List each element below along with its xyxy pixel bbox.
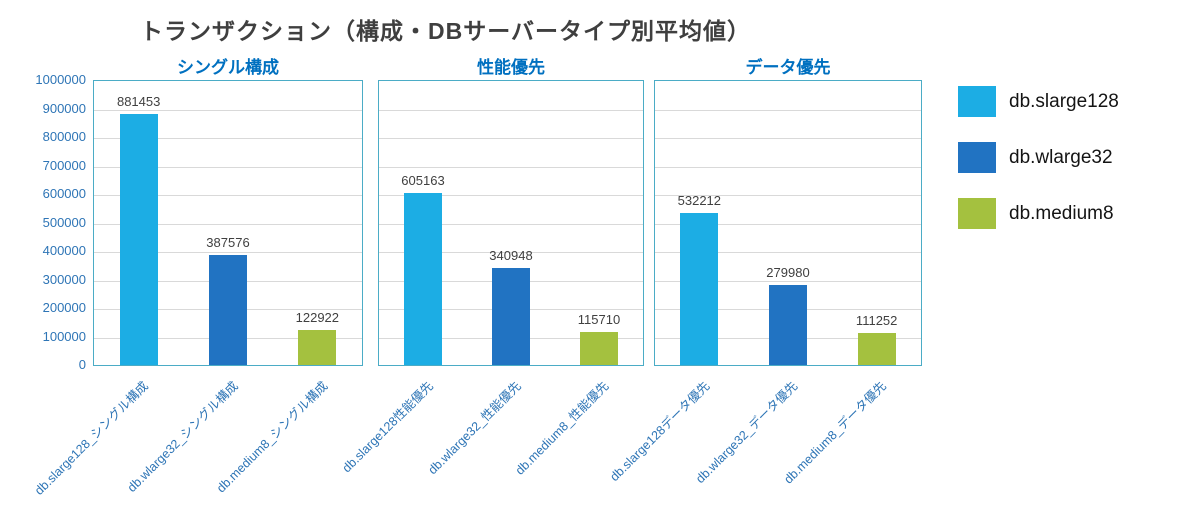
y-axis-tick-label: 500000 [42, 214, 86, 230]
y-axis-tick-label: 400000 [42, 243, 86, 258]
legend-item-db-medium8: db.medium8 [958, 198, 1119, 229]
panel-single-config: シングル構成 881453 db.slarge128_シングル構成 387576 db… [32, 58, 363, 498]
y-axis-tick-label: 0 [78, 357, 86, 372]
gridline [94, 252, 362, 253]
y-axis-tick-label: 800000 [42, 129, 86, 144]
bar-db.wlarge32 [769, 285, 807, 365]
x-axis-category-label: db.medium8_性能優先 [512, 378, 612, 478]
plot-area-data-priority: 532212 db.slarge128データ優先 279980 db.wlarge32… [607, 81, 921, 486]
panel-data-priority: データ優先 532212 db.slarge128データ優先 279980 db.wl… [607, 58, 922, 486]
gridline [379, 109, 643, 111]
gridline [655, 195, 921, 196]
bar-value-label: 881453 [116, 94, 161, 109]
y-axis: 0 100000 200000 300000 400000 500000 600000 700… [0, 0, 88, 520]
bar-value-label: 279980 [766, 265, 810, 280]
bar-db.wlarge32 [209, 255, 247, 365]
gridline [655, 280, 921, 282]
x-axis-category-label: db.slarge128性能優先 [339, 378, 436, 476]
gridline [379, 166, 643, 168]
plot-area-single-config: 881453 db.slarge128_シングル構成 387576 db.wlarge… [32, 81, 362, 498]
x-axis-category-label: db.wlarge32_性能優先 [425, 378, 524, 478]
bar-db.wlarge32 [492, 268, 530, 365]
legend-swatch-db-slarge128 [958, 86, 996, 117]
gridline [655, 109, 921, 111]
bar-value-label: 122922 [295, 310, 340, 325]
bar-db.medium8 [580, 332, 618, 365]
bar-db.medium8 [298, 330, 337, 365]
gridline [379, 195, 643, 196]
bar-db.slarge128 [119, 114, 158, 365]
gridline [379, 138, 643, 139]
y-axis-tick-label: 1000000 [35, 72, 86, 87]
bar-db.slarge128 [680, 213, 719, 365]
legend-swatch-db-wlarge32 [958, 142, 996, 173]
gridline [655, 223, 921, 225]
gridline [94, 195, 362, 196]
legend-item-db-slarge128: db.slarge128 [958, 86, 1119, 117]
panel-title-performance-priority: 性能優先 [477, 58, 545, 77]
gridline [94, 166, 362, 168]
y-axis-tick-label: 700000 [42, 157, 86, 173]
gridline [379, 223, 643, 225]
bar-value-label: 115710 [577, 312, 621, 327]
bar-value-label: 532212 [677, 193, 722, 208]
bar-db.medium8 [857, 333, 896, 365]
legend-label-db-slarge128: db.slarge128 [1009, 90, 1119, 112]
bar-value-label: 387576 [206, 235, 250, 250]
legend-swatch-db-medium8 [958, 198, 996, 229]
gridline [379, 252, 643, 253]
panel-title-data-priority: データ優先 [745, 58, 831, 77]
bar-db.slarge128 [403, 193, 442, 365]
gridline [94, 109, 362, 111]
plot-area-performance-priority: 605163 db.slarge128性能優先 340948 db.wlarge32_… [339, 81, 643, 478]
panel-title-single-config: シングル構成 [177, 58, 279, 77]
y-axis-tick-label: 300000 [42, 271, 86, 287]
gridline [94, 138, 362, 139]
legend: db.slarge128 db.wlarge32 db.medium8 [958, 86, 1119, 254]
bar-value-label: 111252 [855, 313, 898, 328]
chart-title: トランザクション（構成・DBサーバータイプ別平均値） [140, 18, 751, 44]
panel-performance-priority: 性能優先 605163 db.slarge128性能優先 340948 db.wlar… [339, 58, 644, 478]
bar-value-label: 340948 [489, 248, 533, 263]
gridline [655, 138, 921, 139]
y-axis-tick-label: 200000 [42, 300, 86, 315]
y-axis-tick-label: 100000 [42, 328, 86, 344]
gridline [655, 252, 921, 253]
y-axis-tick-label: 600000 [42, 186, 86, 201]
bar-value-label: 605163 [401, 173, 445, 188]
y-axis-tick-label: 900000 [42, 100, 86, 116]
legend-label-db-wlarge32: db.wlarge32 [1009, 146, 1113, 168]
legend-label-db-medium8: db.medium8 [1009, 202, 1114, 224]
gridline [94, 223, 362, 225]
gridline [655, 166, 921, 168]
legend-item-db-wlarge32: db.wlarge32 [958, 142, 1119, 173]
